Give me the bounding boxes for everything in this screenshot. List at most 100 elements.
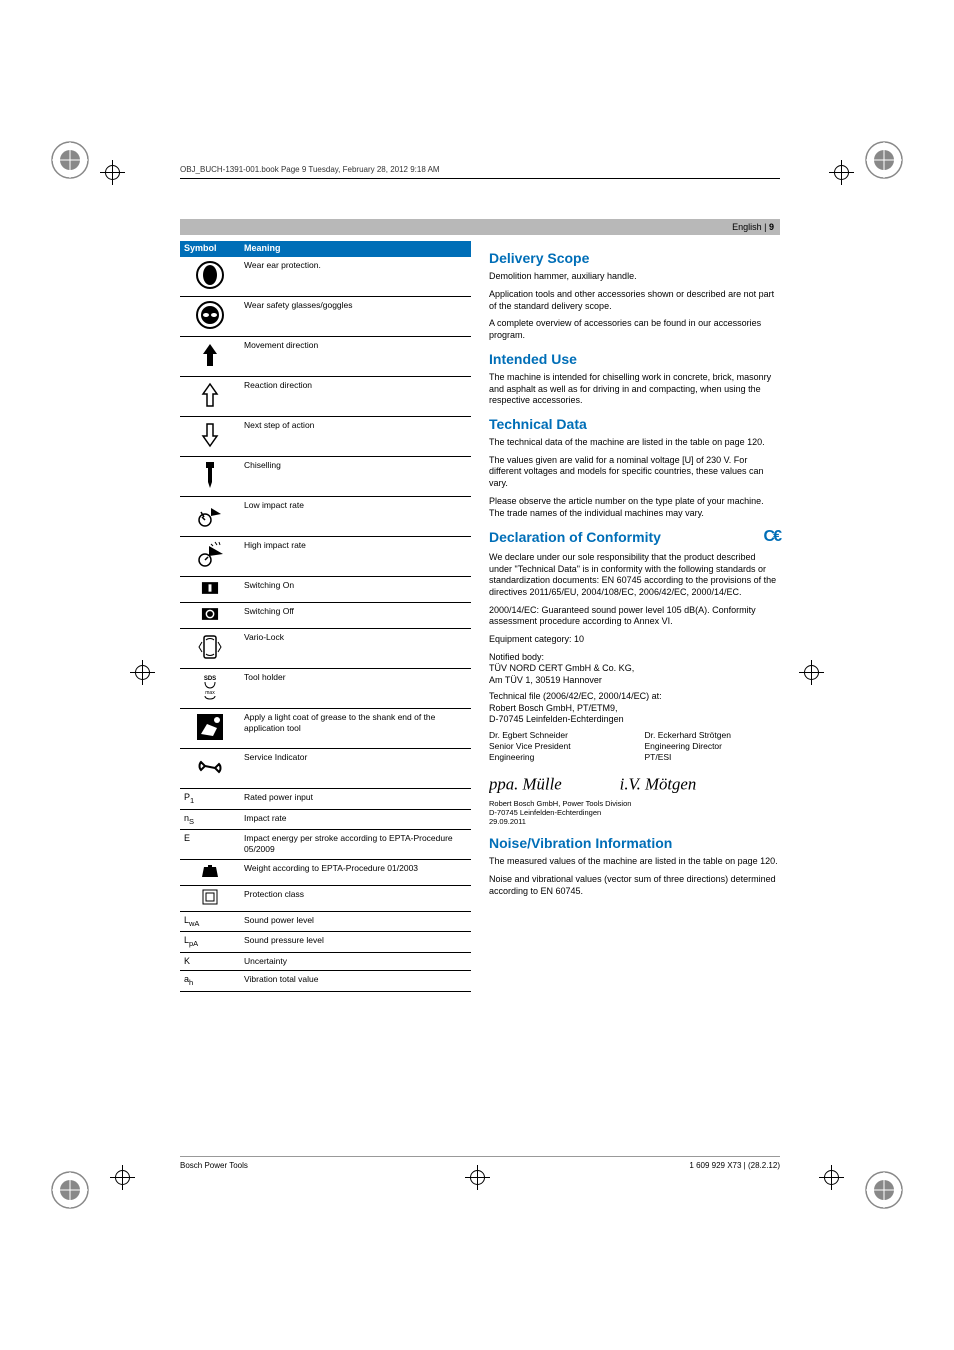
text: We declare under our sole responsibility… [489, 552, 780, 599]
table-row: LpA Sound pressure level [180, 932, 471, 953]
meaning-cell: Switching Off [240, 603, 471, 629]
text: Application tools and other accessories … [489, 289, 780, 312]
meaning-cell: Weight according to EPTA-Procedure 01/20… [240, 859, 471, 885]
reg-mark [864, 140, 904, 180]
text: Please observe the article number on the… [489, 496, 780, 519]
cross-mark [819, 1165, 844, 1190]
table-row: Switching Off [180, 603, 471, 629]
cross-mark [100, 160, 125, 185]
table-row: SDS max Tool holder [180, 669, 471, 709]
meaning-cell: Tool holder [240, 669, 471, 709]
th-symbol: Symbol [180, 241, 240, 257]
text: Notified body:TÜV NORD CERT GmbH & Co. K… [489, 652, 780, 687]
right-column: Delivery Scope Demolition hammer, auxili… [489, 241, 780, 992]
fine-print: Robert Bosch GmbH, Power Tools DivisionD… [489, 799, 780, 826]
table-row: Chiselling [180, 456, 471, 496]
meaning-cell: Reaction direction [240, 376, 471, 416]
text: The machine is intended for chiselling w… [489, 372, 780, 407]
symbol-cell: SDS max [180, 669, 240, 709]
holder-icon: SDS max [195, 672, 225, 702]
footer-left: Bosch Power Tools [180, 1161, 248, 1170]
meaning-cell: High impact rate [240, 537, 471, 577]
table-row: Vario-Lock [180, 629, 471, 669]
table-row: Weight according to EPTA-Procedure 01/20… [180, 859, 471, 885]
th-meaning: Meaning [240, 241, 471, 257]
symbol-cell [180, 577, 240, 603]
meaning-cell: Rated power input [240, 789, 471, 810]
table-row: Next step of action [180, 416, 471, 456]
reg-mark [50, 140, 90, 180]
text: 2000/14/EC: Guaranteed sound power level… [489, 605, 780, 628]
table-row: Wear safety glasses/goggles [180, 296, 471, 336]
table-row: Reaction direction [180, 376, 471, 416]
footer-right: 1 609 929 X73 | (28.2.12) [689, 1161, 780, 1170]
book-header: OBJ_BUCH-1391-001.book Page 9 Tuesday, F… [180, 165, 780, 174]
text: Demolition hammer, auxiliary handle. [489, 271, 780, 283]
meaning-cell: Wear ear protection. [240, 257, 471, 297]
svg-text:max: max [205, 690, 215, 696]
table-row: Apply a light coat of grease to the shan… [180, 709, 471, 749]
symbol-cell [180, 749, 240, 789]
page-footer: Bosch Power Tools 1 609 929 X73 | (28.2.… [180, 1156, 780, 1170]
heading-tech: Technical Data [489, 415, 780, 433]
symbol-cell [180, 537, 240, 577]
cross-mark [799, 660, 824, 685]
symbol-cell: K [180, 952, 240, 971]
table-row: Movement direction [180, 336, 471, 376]
meaning-cell: Movement direction [240, 336, 471, 376]
symbol-text: LpA [184, 935, 198, 945]
meaning-cell: Vario-Lock [240, 629, 471, 669]
text: Equipment category: 10 [489, 634, 780, 646]
table-row: ahVibration total value [180, 971, 471, 992]
heading-declaration: Declaration of Conformity C€ [489, 527, 780, 548]
reg-mark [864, 1170, 904, 1210]
text: A complete overview of accessories can b… [489, 318, 780, 341]
arrow-dn-icon [195, 420, 225, 450]
chisel-icon [195, 460, 225, 490]
off-icon [199, 606, 221, 622]
meaning-cell: Impact energy per stroke according to EP… [240, 830, 471, 859]
meaning-cell: Sound pressure level [240, 932, 471, 953]
symbol-cell [180, 629, 240, 669]
symbol-cell [180, 603, 240, 629]
left-column: Symbol Meaning Wear ear protection.Wear … [180, 241, 471, 992]
symbol-text: K [184, 956, 190, 966]
meaning-cell: Apply a light coat of grease to the shan… [240, 709, 471, 749]
language-bar: English | 9 [180, 219, 780, 235]
svg-text:SDS: SDS [204, 676, 216, 682]
class-icon [199, 889, 221, 905]
meaning-cell: Uncertainty [240, 952, 471, 971]
meaning-cell: Impact rate [240, 809, 471, 830]
symbol-cell: E [180, 830, 240, 859]
cross-mark [130, 660, 155, 685]
symbol-text: nS [184, 813, 194, 823]
symbol-cell [180, 496, 240, 536]
symbol-cell [180, 257, 240, 297]
symbol-text: E [184, 833, 190, 843]
symbol-cell [180, 456, 240, 496]
table-row: High impact rate [180, 537, 471, 577]
symbol-cell [180, 885, 240, 911]
service-icon [195, 752, 225, 782]
meaning-cell: Service Indicator [240, 749, 471, 789]
text: The values given are valid for a nominal… [489, 455, 780, 490]
svg-text:i.V. Mötgen: i.V. Mötgen [620, 775, 697, 794]
meaning-cell: Switching On [240, 577, 471, 603]
symbol-cell [180, 376, 240, 416]
symbol-cell [180, 709, 240, 749]
symbol-cell: nS [180, 809, 240, 830]
heading-delivery: Delivery Scope [489, 249, 780, 267]
vario-icon [195, 632, 225, 662]
symbol-text: ah [184, 974, 193, 984]
table-row: Protection class [180, 885, 471, 911]
meaning-cell: Sound power level [240, 911, 471, 932]
reg-mark [50, 1170, 90, 1210]
divider [180, 178, 780, 179]
high-icon [195, 540, 225, 570]
table-row: K Uncertainty [180, 952, 471, 971]
meaning-cell: Low impact rate [240, 496, 471, 536]
low-icon [195, 500, 225, 530]
meaning-cell: Protection class [240, 885, 471, 911]
sig-col-1: Dr. Egbert Schneider Senior Vice Preside… [489, 730, 625, 763]
sig-col-2: Dr. Eckerhard Strötgen Engineering Direc… [645, 730, 781, 763]
